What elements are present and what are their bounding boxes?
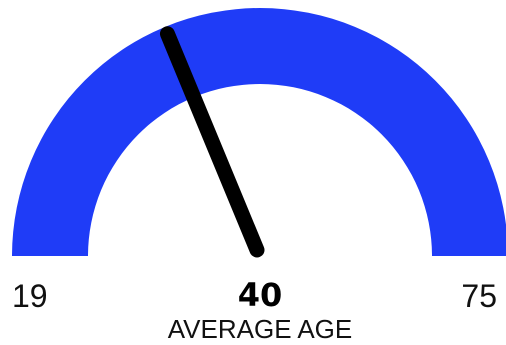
gauge-band (12, 8, 506, 256)
gauge-value-label: 40 (238, 276, 283, 314)
gauge-needle (159, 26, 265, 258)
gauge-max-label: 75 (461, 278, 497, 314)
gauge-caption: AVERAGE AGE (168, 314, 352, 344)
gauge-min-label: 19 (12, 278, 48, 314)
